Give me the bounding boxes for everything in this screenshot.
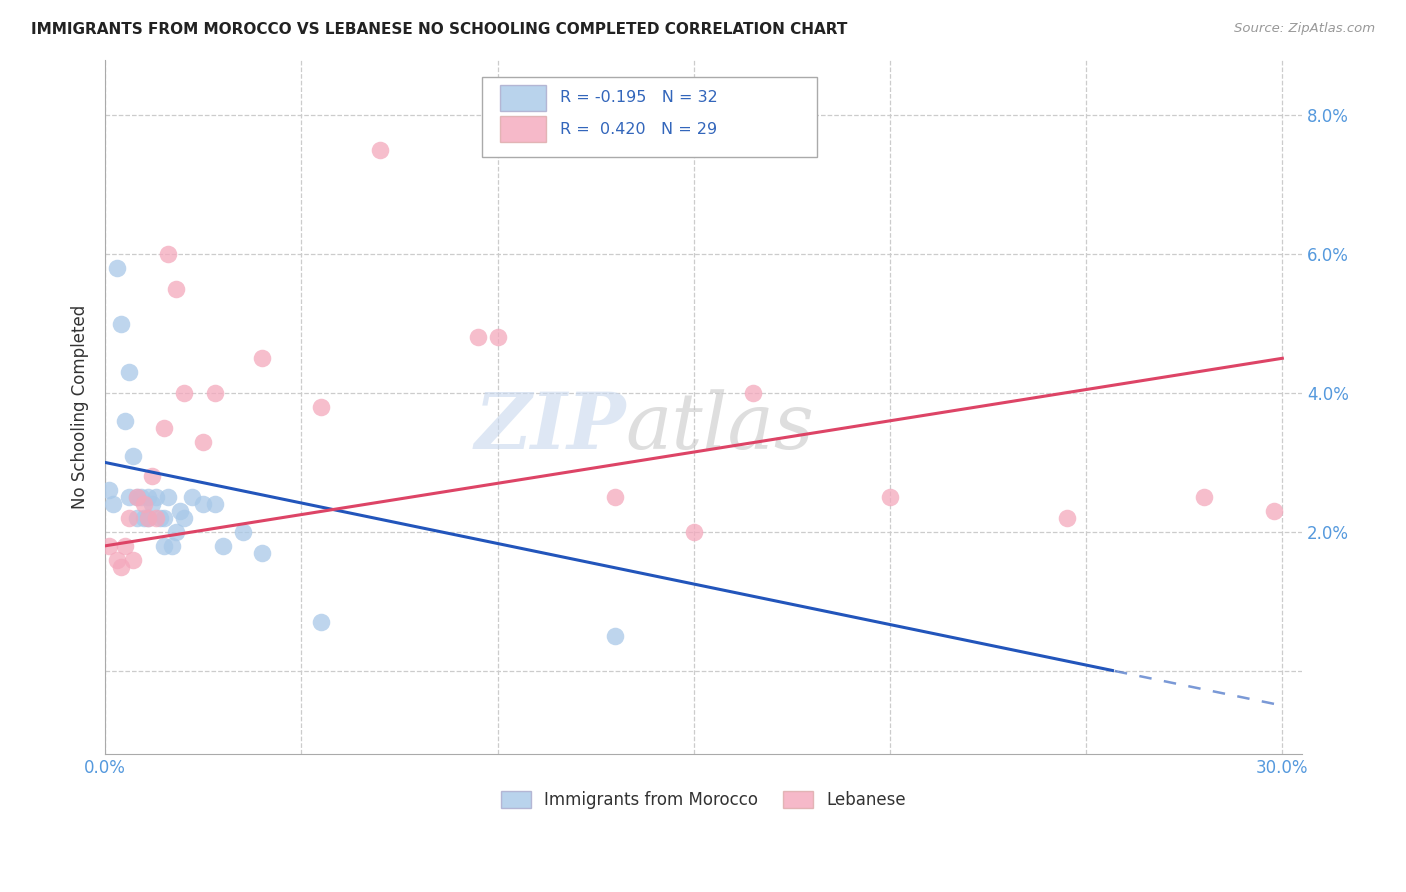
Point [368,143,391,157]
Point [165,524,187,539]
Point [156,490,179,504]
Text: atlas: atlas [626,390,814,466]
Point [486,330,509,344]
Point [105,260,128,275]
Point [134,497,156,511]
Point [1056,511,1078,525]
Point [141,497,163,511]
Point [165,282,187,296]
Point [145,490,167,504]
Point [169,504,191,518]
Point [467,330,489,344]
Point [114,414,136,428]
Point [605,490,627,504]
Point [138,490,160,504]
Y-axis label: No Schooling Completed: No Schooling Completed [72,305,89,509]
Point [145,511,167,525]
Text: ZIP: ZIP [474,390,626,466]
Point [129,490,152,504]
Point [149,511,172,525]
Point [250,351,273,366]
Text: IMMIGRANTS FROM MOROCCO VS LEBANESE NO SCHOOLING COMPLETED CORRELATION CHART: IMMIGRANTS FROM MOROCCO VS LEBANESE NO S… [31,22,848,37]
Point [153,421,176,435]
Point [138,511,160,525]
Text: R = -0.195   N = 32: R = -0.195 N = 32 [560,90,717,105]
Point [180,490,202,504]
Point [160,539,183,553]
Point [153,539,176,553]
Point [118,511,141,525]
Point [250,546,273,560]
Point [605,629,627,643]
Point [125,490,148,504]
FancyBboxPatch shape [482,77,817,157]
Point [138,511,160,525]
Point [173,511,195,525]
Point [98,483,121,498]
Point [212,539,235,553]
Point [110,317,132,331]
Point [173,386,195,401]
Point [121,449,143,463]
Point [105,552,128,566]
Point [193,497,215,511]
Point [118,365,141,379]
Point [232,524,254,539]
Point [1263,504,1285,518]
Point [193,434,215,449]
Point [118,490,141,504]
Point [309,400,332,414]
Point [110,559,132,574]
Bar [501,85,546,111]
Point [141,469,163,483]
Point [153,511,176,525]
Point [741,386,763,401]
Text: Source: ZipAtlas.com: Source: ZipAtlas.com [1234,22,1375,36]
Point [204,497,226,511]
Point [204,386,226,401]
Point [114,539,136,553]
Point [101,497,124,511]
Point [121,552,143,566]
Text: R =  0.420   N = 29: R = 0.420 N = 29 [560,121,717,136]
Point [98,539,121,553]
Point [1192,490,1215,504]
Point [125,490,148,504]
Point [125,511,148,525]
Point [879,490,901,504]
Point [134,511,156,525]
Legend: Immigrants from Morocco, Lebanese: Immigrants from Morocco, Lebanese [495,784,912,815]
Point [682,524,704,539]
Point [156,247,179,261]
Bar [501,116,546,142]
Point [309,615,332,630]
